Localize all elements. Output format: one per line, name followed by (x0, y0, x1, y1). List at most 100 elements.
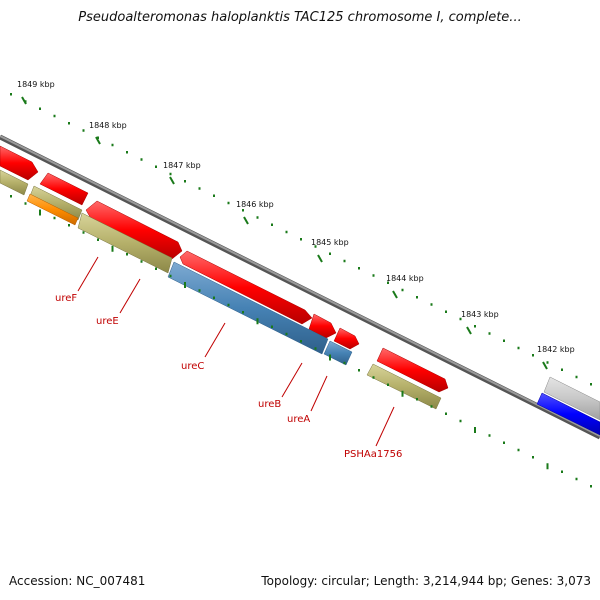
gene-feature[interactable] (179, 250, 313, 325)
ruler-dot (401, 288, 404, 292)
ruler-dot (227, 303, 230, 307)
ruler-dot (68, 224, 70, 227)
ruler-dot (358, 267, 360, 270)
ruler-dot (97, 238, 99, 241)
ruler-ticks: 1849 kbp 1848 kbp 1847 kbp 1846 kbp 1845… (17, 80, 575, 370)
gene-feature[interactable] (77, 212, 173, 274)
ruler-dot (53, 216, 56, 220)
ruler-dot (561, 470, 563, 473)
accession-text: Accession: NC_007481 (9, 574, 146, 588)
ruler-dot (213, 194, 215, 197)
ruler-dot (445, 412, 447, 415)
gene-feature[interactable] (308, 313, 337, 339)
ruler-dot (24, 202, 27, 205)
ruler-dot (242, 311, 244, 314)
tick-label: 1846 kbp (236, 200, 274, 209)
tick-mark (243, 216, 249, 225)
ruler-dot (271, 223, 273, 226)
ruler-dot (532, 354, 534, 357)
tick-label: 1844 kbp (386, 274, 424, 283)
ruler-dot (184, 282, 186, 288)
ruler-dot (430, 303, 433, 306)
ruler-dot (314, 347, 317, 350)
tick-label: 1845 kbp (311, 238, 349, 247)
ruler-dot (358, 369, 360, 372)
ruler-dot (285, 230, 288, 234)
ruler-dot (343, 259, 346, 263)
gene-feature[interactable] (323, 340, 353, 366)
label-leader (310, 375, 328, 412)
ruler-dot (329, 354, 331, 361)
ruler-dot (532, 456, 534, 459)
tick-label: 1843 kbp (461, 310, 499, 319)
label-leader (375, 406, 395, 447)
gene-feature[interactable] (39, 172, 89, 206)
ruler-dot (474, 427, 476, 433)
tick-label: 1847 kbp (163, 161, 201, 170)
ruler-dot (300, 238, 302, 241)
backbone (0, 134, 600, 440)
ruler-dot (82, 231, 85, 234)
ruler-dot (590, 383, 592, 386)
ruler-dot (300, 340, 302, 343)
ruler-dot (111, 245, 114, 252)
tick-mark (169, 176, 175, 185)
ruler-dot (387, 281, 389, 284)
gene-label[interactable]: ureA (287, 414, 310, 425)
gene-label[interactable]: PSHAa1756 (344, 449, 402, 460)
gene-feature[interactable] (543, 376, 600, 421)
ruler-dot (39, 209, 41, 216)
gene-feature[interactable] (0, 169, 29, 196)
gene-feature[interactable] (85, 200, 183, 260)
gene-feature[interactable] (333, 327, 360, 350)
ruler-dot (459, 419, 462, 423)
ruler-dot (140, 158, 143, 161)
ruler-dot (503, 339, 505, 342)
ruler-dot (387, 383, 389, 386)
map-title: Pseudoalteromonas haloplanktis TAC125 ch… (78, 10, 522, 25)
gene-feature[interactable] (26, 193, 79, 226)
tick-label: 1842 kbp (537, 345, 575, 354)
ruler-dot (256, 216, 259, 219)
ruler-dot (10, 93, 12, 96)
ruler-dot (517, 448, 520, 452)
ruler-dot (329, 252, 331, 255)
ruler-dot (314, 245, 317, 248)
ruler-dot (169, 172, 172, 176)
ruler-dot (372, 274, 375, 277)
gene-label[interactable]: ureF (55, 293, 77, 304)
gene-labels: ureF ureE ureC ureB ureA PSHAa1756 (55, 256, 402, 460)
gene-feature[interactable] (366, 363, 442, 410)
ruler-dot (546, 361, 549, 364)
ruler-dot (271, 325, 273, 328)
gene-label[interactable]: ureE (96, 316, 119, 327)
gene-label[interactable]: ureB (258, 399, 281, 410)
ruler-dot (184, 180, 186, 183)
ruler-dot (198, 187, 201, 190)
gene-feature[interactable] (29, 185, 83, 221)
ruler-dot (140, 260, 143, 263)
gene-feature[interactable] (0, 145, 39, 181)
gene-feature[interactable] (376, 347, 449, 393)
label-leader (119, 278, 141, 314)
inner-ruler-dots (10, 195, 592, 488)
ruler-dot (285, 332, 288, 336)
ruler-dot (343, 361, 346, 365)
ruler-dot (575, 375, 578, 379)
ruler-dot (53, 114, 56, 118)
gene-label[interactable]: ureC (181, 361, 204, 372)
ruler-dot (416, 296, 418, 299)
ruler-dot (213, 296, 215, 299)
gene-feature[interactable] (167, 261, 329, 355)
gene-feature[interactable] (536, 392, 600, 436)
ruler-dot (503, 441, 505, 444)
tick-mark (21, 96, 27, 105)
tick-mark (542, 361, 548, 370)
ruler-dot (97, 136, 99, 139)
ruler-dots (10, 93, 592, 386)
ruler-dot (256, 318, 259, 325)
ruler-dot (416, 398, 418, 401)
ruler-dot (10, 195, 12, 198)
ruler-dot (227, 201, 230, 205)
